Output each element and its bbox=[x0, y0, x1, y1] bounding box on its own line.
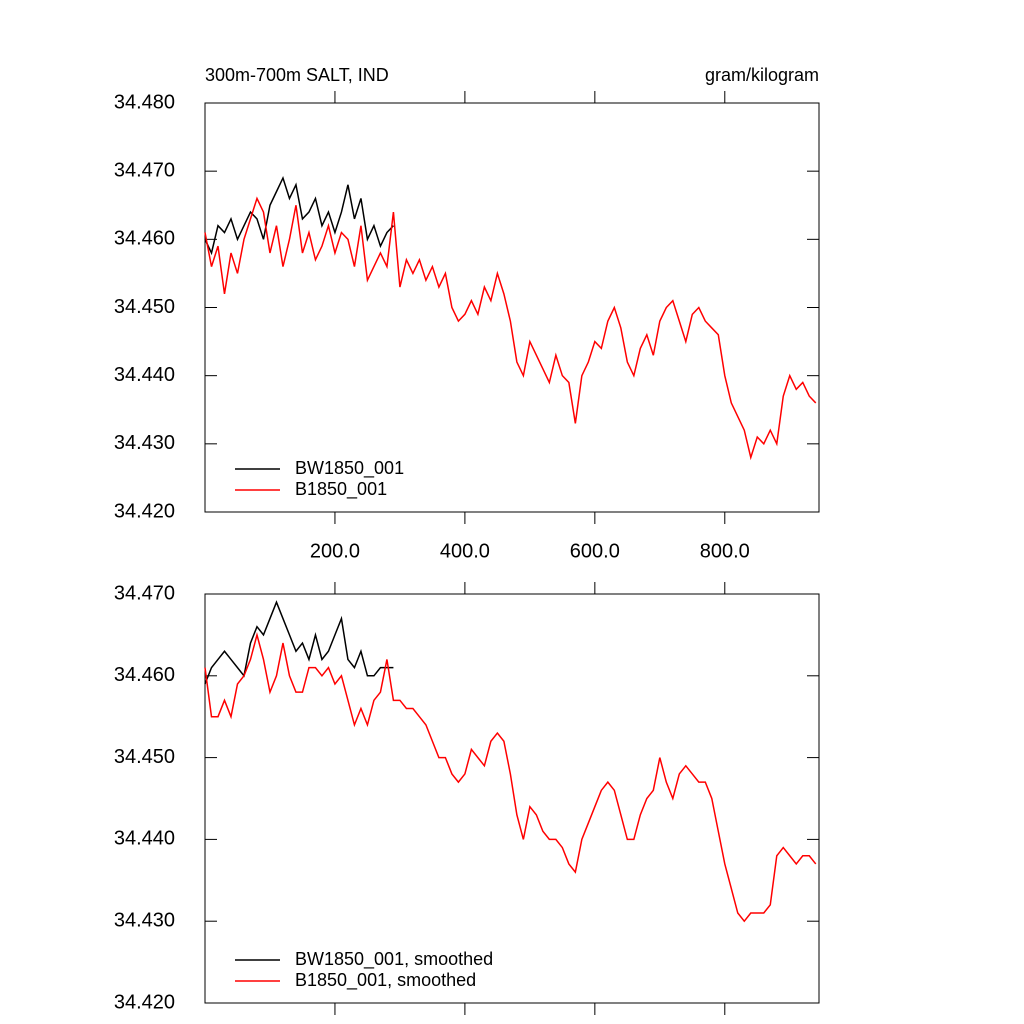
y-tick-label: 34.430 bbox=[114, 432, 175, 454]
x-tick-label: 200.0 bbox=[310, 540, 360, 562]
chart-title: 300m-700m SALT, IND bbox=[205, 65, 389, 85]
plot-frame bbox=[204, 102, 820, 513]
data-line bbox=[204, 196, 817, 461]
y-tick-label: 34.440 bbox=[114, 828, 175, 850]
legend-label: BW1850_001 bbox=[295, 458, 404, 479]
y-tick-label: 34.450 bbox=[114, 746, 175, 768]
y-tick-label: 34.420 bbox=[114, 500, 175, 522]
legend-label: BW1850_001, smoothed bbox=[295, 949, 493, 970]
y-tick-label: 34.420 bbox=[114, 991, 175, 1013]
data-line bbox=[204, 600, 394, 685]
legend-label: B1850_001 bbox=[295, 479, 387, 500]
y-tick-label: 34.470 bbox=[114, 582, 175, 604]
y-tick-label: 34.460 bbox=[114, 228, 175, 250]
y-tick-label: 34.450 bbox=[114, 296, 175, 318]
data-line bbox=[204, 631, 817, 923]
x-tick-label: 800.0 bbox=[700, 540, 750, 562]
y-tick-label: 34.440 bbox=[114, 364, 175, 386]
x-tick-label: 400.0 bbox=[440, 540, 490, 562]
data-line bbox=[204, 175, 394, 256]
x-tick-label: 600.0 bbox=[570, 540, 620, 562]
y-tick-label: 34.430 bbox=[114, 909, 175, 931]
y-tick-label: 34.460 bbox=[114, 664, 175, 686]
legend-label: B1850_001, smoothed bbox=[295, 970, 476, 991]
units-label: gram/kilogram bbox=[705, 65, 819, 85]
y-tick-label: 34.470 bbox=[114, 159, 175, 181]
plot-frame bbox=[204, 593, 820, 1004]
y-tick-label: 34.480 bbox=[114, 91, 175, 113]
